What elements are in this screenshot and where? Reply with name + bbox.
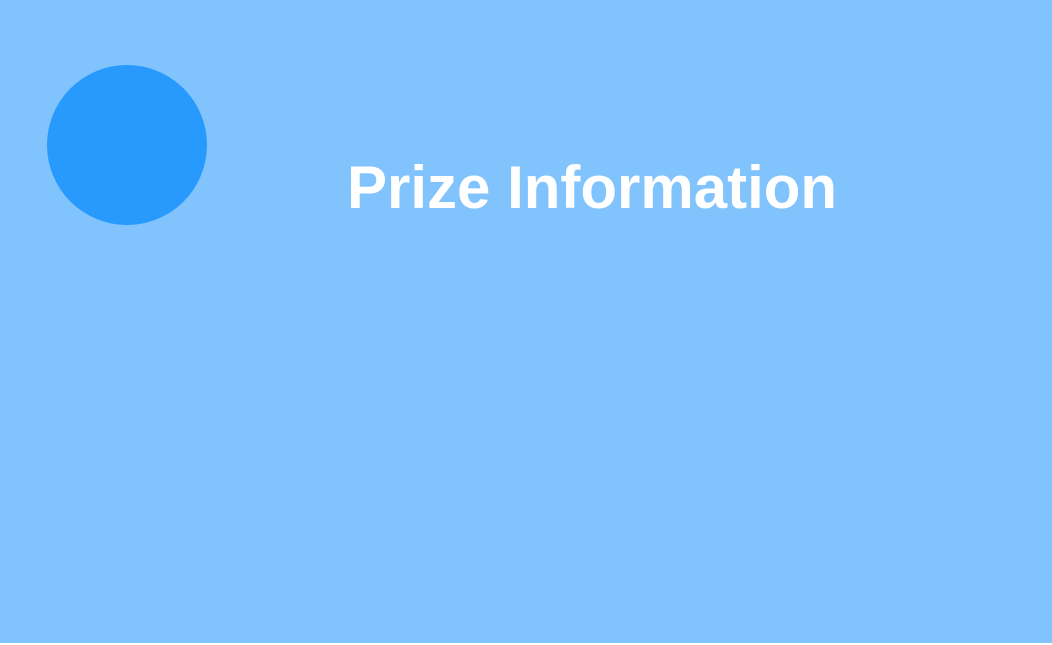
decorative-circle-icon [47,65,207,225]
page-title: Prize Information [347,154,838,221]
bottom-edge [0,643,1052,645]
